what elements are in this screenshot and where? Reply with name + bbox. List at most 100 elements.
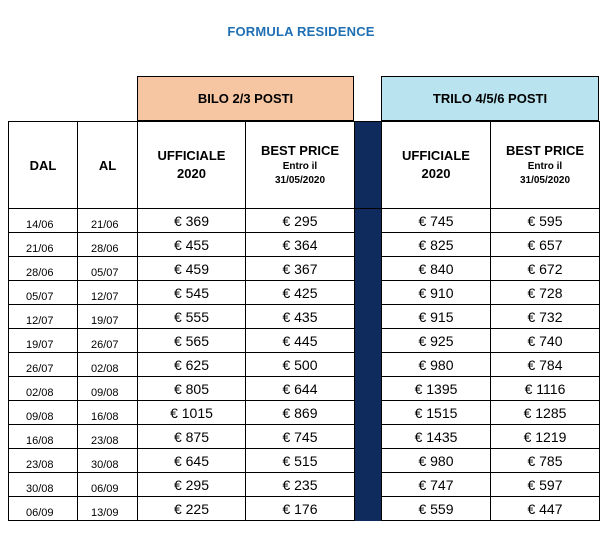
date-from: 09/08 (8, 400, 78, 425)
bilo-best-price: € 515 (245, 448, 355, 473)
table-row: 30/08 06/09 € 295 € 235 € 747 € 597 (8, 472, 600, 497)
trilo-ufficiale-price: € 1395 (381, 376, 491, 401)
column-separator (354, 352, 382, 377)
header-bilo-best-price: BEST PRICE Entro il 31/05/2020 (245, 121, 355, 209)
header-ufficiale-label: UFFICIALE (402, 148, 470, 163)
header-trilo-best-price: BEST PRICE Entro il 31/05/2020 (490, 121, 600, 209)
header-dal: DAL (8, 121, 78, 209)
trilo-best-price: € 728 (490, 280, 600, 305)
bilo-best-price: € 176 (245, 496, 355, 521)
bilo-best-price: € 295 (245, 208, 355, 233)
table-row: 05/07 12/07 € 545 € 425 € 910 € 728 (8, 280, 600, 305)
bilo-ufficiale-price: € 555 (137, 304, 246, 329)
trilo-ufficiale-price: € 840 (381, 256, 491, 281)
trilo-ufficiale-price: € 910 (381, 280, 491, 305)
table-row: 26/07 02/08 € 625 € 500 € 980 € 784 (8, 352, 600, 377)
trilo-ufficiale-price: € 980 (381, 448, 491, 473)
column-separator (354, 496, 382, 521)
bilo-ufficiale-price: € 455 (137, 232, 246, 257)
column-separator (354, 256, 382, 281)
page-title: FORMULA RESIDENCE (227, 24, 375, 39)
trilo-best-price: € 1219 (490, 424, 600, 449)
date-from: 12/07 (8, 304, 78, 329)
trilo-best-price: € 595 (490, 208, 600, 233)
trilo-ufficiale-price: € 925 (381, 328, 491, 353)
trilo-ufficiale-price: € 745 (381, 208, 491, 233)
date-to: 23/08 (77, 424, 138, 449)
trilo-best-price: € 1116 (490, 376, 600, 401)
bilo-best-price: € 235 (245, 472, 355, 497)
bilo-best-price: € 500 (245, 352, 355, 377)
trilo-group-header: TRILO 4/5/6 POSTI (381, 76, 599, 121)
bilo-best-price: € 435 (245, 304, 355, 329)
trilo-best-price: € 597 (490, 472, 600, 497)
table-row: 21/06 28/06 € 455 € 364 € 825 € 657 (8, 232, 600, 257)
date-from: 06/09 (8, 496, 78, 521)
header-best-price-entro: Entro il (527, 161, 563, 172)
column-separator (354, 400, 382, 425)
date-to: 19/07 (77, 304, 138, 329)
bilo-best-price: € 364 (245, 232, 355, 257)
bilo-best-price: € 869 (245, 400, 355, 425)
trilo-best-price: € 784 (490, 352, 600, 377)
column-separator (354, 448, 382, 473)
bilo-ufficiale-price: € 545 (137, 280, 246, 305)
table-row: 16/08 23/08 € 875 € 745 € 1435 € 1219 (8, 424, 600, 449)
bilo-ufficiale-price: € 645 (137, 448, 246, 473)
date-from: 30/08 (8, 472, 78, 497)
header-best-price-label: BEST PRICE (505, 143, 584, 158)
trilo-ufficiale-price: € 747 (381, 472, 491, 497)
date-from: 28/06 (8, 256, 78, 281)
date-from: 05/07 (8, 280, 78, 305)
header-best-price-entro: Entro il (282, 161, 318, 172)
table-row: 23/08 30/08 € 645 € 515 € 980 € 785 (8, 448, 600, 473)
bilo-ufficiale-price: € 225 (137, 496, 246, 521)
date-from: 19/07 (8, 328, 78, 353)
date-to: 02/08 (77, 352, 138, 377)
trilo-ufficiale-price: € 559 (381, 496, 491, 521)
trilo-best-price: € 672 (490, 256, 600, 281)
column-separator (354, 121, 382, 209)
trilo-ufficiale-price: € 825 (381, 232, 491, 257)
trilo-ufficiale-price: € 980 (381, 352, 491, 377)
bilo-ufficiale-price: € 625 (137, 352, 246, 377)
date-to: 30/08 (77, 448, 138, 473)
column-separator (354, 328, 382, 353)
table-row: 28/06 05/07 € 459 € 367 € 840 € 672 (8, 256, 600, 281)
bilo-ufficiale-price: € 295 (137, 472, 246, 497)
column-separator (354, 472, 382, 497)
date-from: 23/08 (8, 448, 78, 473)
date-from: 02/08 (8, 376, 78, 401)
table-header-row: DAL AL UFFICIALE 2020 BEST PRICE Entro i… (8, 121, 600, 209)
date-from: 26/07 (8, 352, 78, 377)
bilo-ufficiale-price: € 369 (137, 208, 246, 233)
date-to: 21/06 (77, 208, 138, 233)
bilo-ufficiale-price: € 805 (137, 376, 246, 401)
bilo-ufficiale-price: € 875 (137, 424, 246, 449)
bilo-ufficiale-price: € 565 (137, 328, 246, 353)
trilo-best-price: € 447 (490, 496, 600, 521)
date-to: 06/09 (77, 472, 138, 497)
date-to: 05/07 (77, 256, 138, 281)
date-from: 14/06 (8, 208, 78, 233)
table-body: 14/06 21/06 € 369 € 295 € 745 € 595 21/06 28/06… (8, 208, 600, 521)
column-separator (354, 424, 382, 449)
bilo-best-price: € 644 (245, 376, 355, 401)
date-to: 09/08 (77, 376, 138, 401)
trilo-ufficiale-price: € 915 (381, 304, 491, 329)
trilo-best-price: € 740 (490, 328, 600, 353)
header-best-price-date: 31/05/2020 (519, 175, 571, 186)
table-row: 19/07 26/07 € 565 € 445 € 925 € 740 (8, 328, 600, 353)
column-separator (354, 304, 382, 329)
trilo-ufficiale-price: € 1435 (381, 424, 491, 449)
date-to: 26/07 (77, 328, 138, 353)
header-ufficiale-label: UFFICIALE (157, 148, 226, 163)
table-row: 02/08 09/08 € 805 € 644 € 1395 € 1116 (8, 376, 600, 401)
header-bilo-ufficiale: UFFICIALE 2020 (137, 121, 246, 209)
header-ufficiale-year: 2020 (177, 166, 206, 181)
header-trilo-ufficiale: UFFICIALE 2020 (381, 121, 491, 209)
table-row: 14/06 21/06 € 369 € 295 € 745 € 595 (8, 208, 600, 233)
date-to: 13/09 (77, 496, 138, 521)
date-from: 16/08 (8, 424, 78, 449)
header-best-price-label: BEST PRICE (260, 143, 339, 158)
